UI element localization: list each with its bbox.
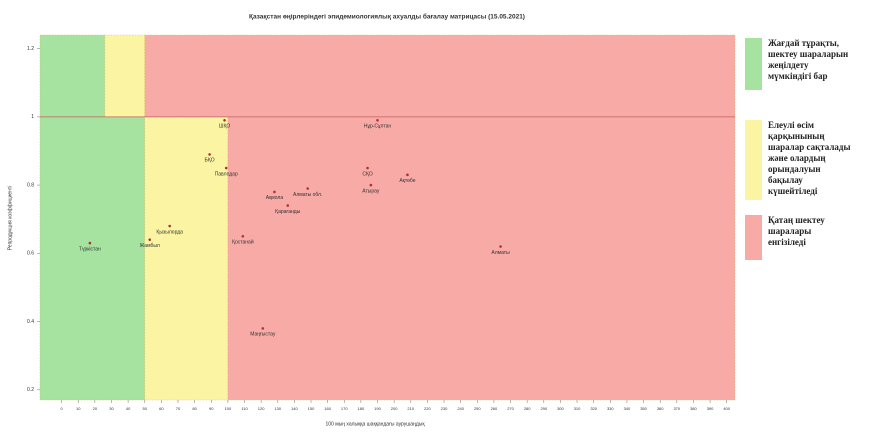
x-tick-label: 120 <box>258 406 265 411</box>
x-tick-label: 310 <box>574 406 581 411</box>
x-tick-label: 280 <box>524 406 531 411</box>
x-tick-label: 60 <box>159 406 164 411</box>
x-tick-label: 210 <box>407 406 414 411</box>
x-tick-label: 170 <box>341 406 348 411</box>
x-tick-label: 250 <box>474 406 481 411</box>
point-label: Нұр-Сұлтан <box>364 124 392 130</box>
x-tick-label: 40 <box>126 406 131 411</box>
x-tick-label: 30 <box>109 406 114 411</box>
x-tick-label: 70 <box>176 406 181 411</box>
point <box>406 173 409 177</box>
point-label: ШҚО <box>219 124 230 130</box>
zone <box>39 116 146 401</box>
x-tick-label: 100 <box>225 406 232 411</box>
point-label: Маңғыстау <box>250 332 276 338</box>
point <box>241 234 245 238</box>
x-tick-label: 360 <box>657 406 664 411</box>
point-label: Алматы <box>491 250 510 256</box>
x-tick-label: 320 <box>590 406 597 411</box>
point-label: Қостанай <box>232 239 254 246</box>
zone <box>104 34 146 118</box>
legend-swatch <box>745 38 762 90</box>
x-tick-label: 190 <box>374 406 381 411</box>
x-tick-label: 270 <box>507 406 514 411</box>
x-tick-label: 380 <box>690 406 697 411</box>
x-tick-label: 130 <box>274 406 281 411</box>
point-label: Қызылорда <box>156 229 183 235</box>
point-label: Атырау <box>362 188 380 194</box>
zone <box>144 34 736 118</box>
x-tick-label: 370 <box>673 406 680 411</box>
x-tick-label: 150 <box>308 406 315 411</box>
x-tick-label: 230 <box>441 406 448 411</box>
x-tick-label: 50 <box>143 406 148 411</box>
point-label: Ақмола <box>266 195 284 201</box>
y-tick-label: 0.4 <box>27 319 34 325</box>
x-tick-label: 160 <box>324 406 331 411</box>
zone <box>144 116 229 401</box>
zone <box>39 34 106 118</box>
x-tick-label: 330 <box>607 406 614 411</box>
point <box>376 118 379 122</box>
y-tick-label: 0.2 <box>27 387 34 393</box>
x-tick-label: 110 <box>241 406 248 411</box>
x-tick-label: 140 <box>291 406 298 411</box>
x-tick-label: 80 <box>192 406 197 411</box>
x-tick-label: 180 <box>358 406 365 411</box>
point-label: Қарағанды <box>275 209 301 215</box>
chart-title: Қазақстан өңірлеріндегі эпидемиологиялық… <box>249 13 525 21</box>
point <box>261 327 265 330</box>
legend-label: Елеулі өсім қарқынының шаралар сақталады жә… <box>768 120 851 196</box>
legend-swatch <box>745 215 762 260</box>
x-tick-label: 400 <box>723 406 730 411</box>
point <box>88 241 92 245</box>
y-tick-label: 0.8 <box>27 182 34 188</box>
x-tick-label: 0 <box>60 406 63 411</box>
x-tick-label: 300 <box>557 406 564 411</box>
x-tick-label: 200 <box>391 406 398 411</box>
x-tick-label: 20 <box>93 406 98 411</box>
x-tick-label: 240 <box>457 406 464 411</box>
point <box>273 190 276 194</box>
x-tick-label: 90 <box>209 406 214 411</box>
point <box>208 153 211 156</box>
legend-label: Жағдай тұрақты, шектеу шараларын жеңілдету… <box>768 38 848 81</box>
zone <box>227 116 736 401</box>
x-axis-label: 100 мың халыққа шаққандағы аурушаңдық <box>325 421 425 427</box>
point-label: СҚО <box>362 171 373 177</box>
point <box>223 118 226 122</box>
x-tick-label: 290 <box>540 406 547 411</box>
y-axis-label: Репродукция коэффициенті <box>7 186 13 251</box>
point-label: Жамбыл <box>140 243 160 249</box>
point-label: БҚО <box>205 158 215 164</box>
point-label: Алматы обл. <box>293 192 322 198</box>
point <box>148 238 152 241</box>
x-tick-label: 220 <box>424 406 431 411</box>
point <box>499 245 502 248</box>
point <box>224 166 228 170</box>
point <box>286 204 290 207</box>
x-tick-label: 260 <box>491 406 498 411</box>
point <box>366 166 369 170</box>
x-tick-label: 350 <box>640 406 647 411</box>
point <box>306 187 309 190</box>
point <box>369 183 373 187</box>
x-tick-label: 10 <box>76 406 81 411</box>
legend-swatch <box>745 120 762 200</box>
y-tick-label: 0.6 <box>27 251 34 257</box>
point <box>168 224 171 228</box>
point-label: Ақтөбе <box>399 178 415 184</box>
x-tick-label: 340 <box>624 406 631 411</box>
y-tick-label: 1 <box>31 114 34 120</box>
x-tick-label: 390 <box>707 406 714 411</box>
y-tick-label: 1.2 <box>27 46 34 52</box>
legend-label: Қатаң шектеу шаралары енгізіледі <box>768 215 825 247</box>
point-label: Павлодар <box>215 171 238 177</box>
point-label: Түркістан <box>79 246 101 252</box>
